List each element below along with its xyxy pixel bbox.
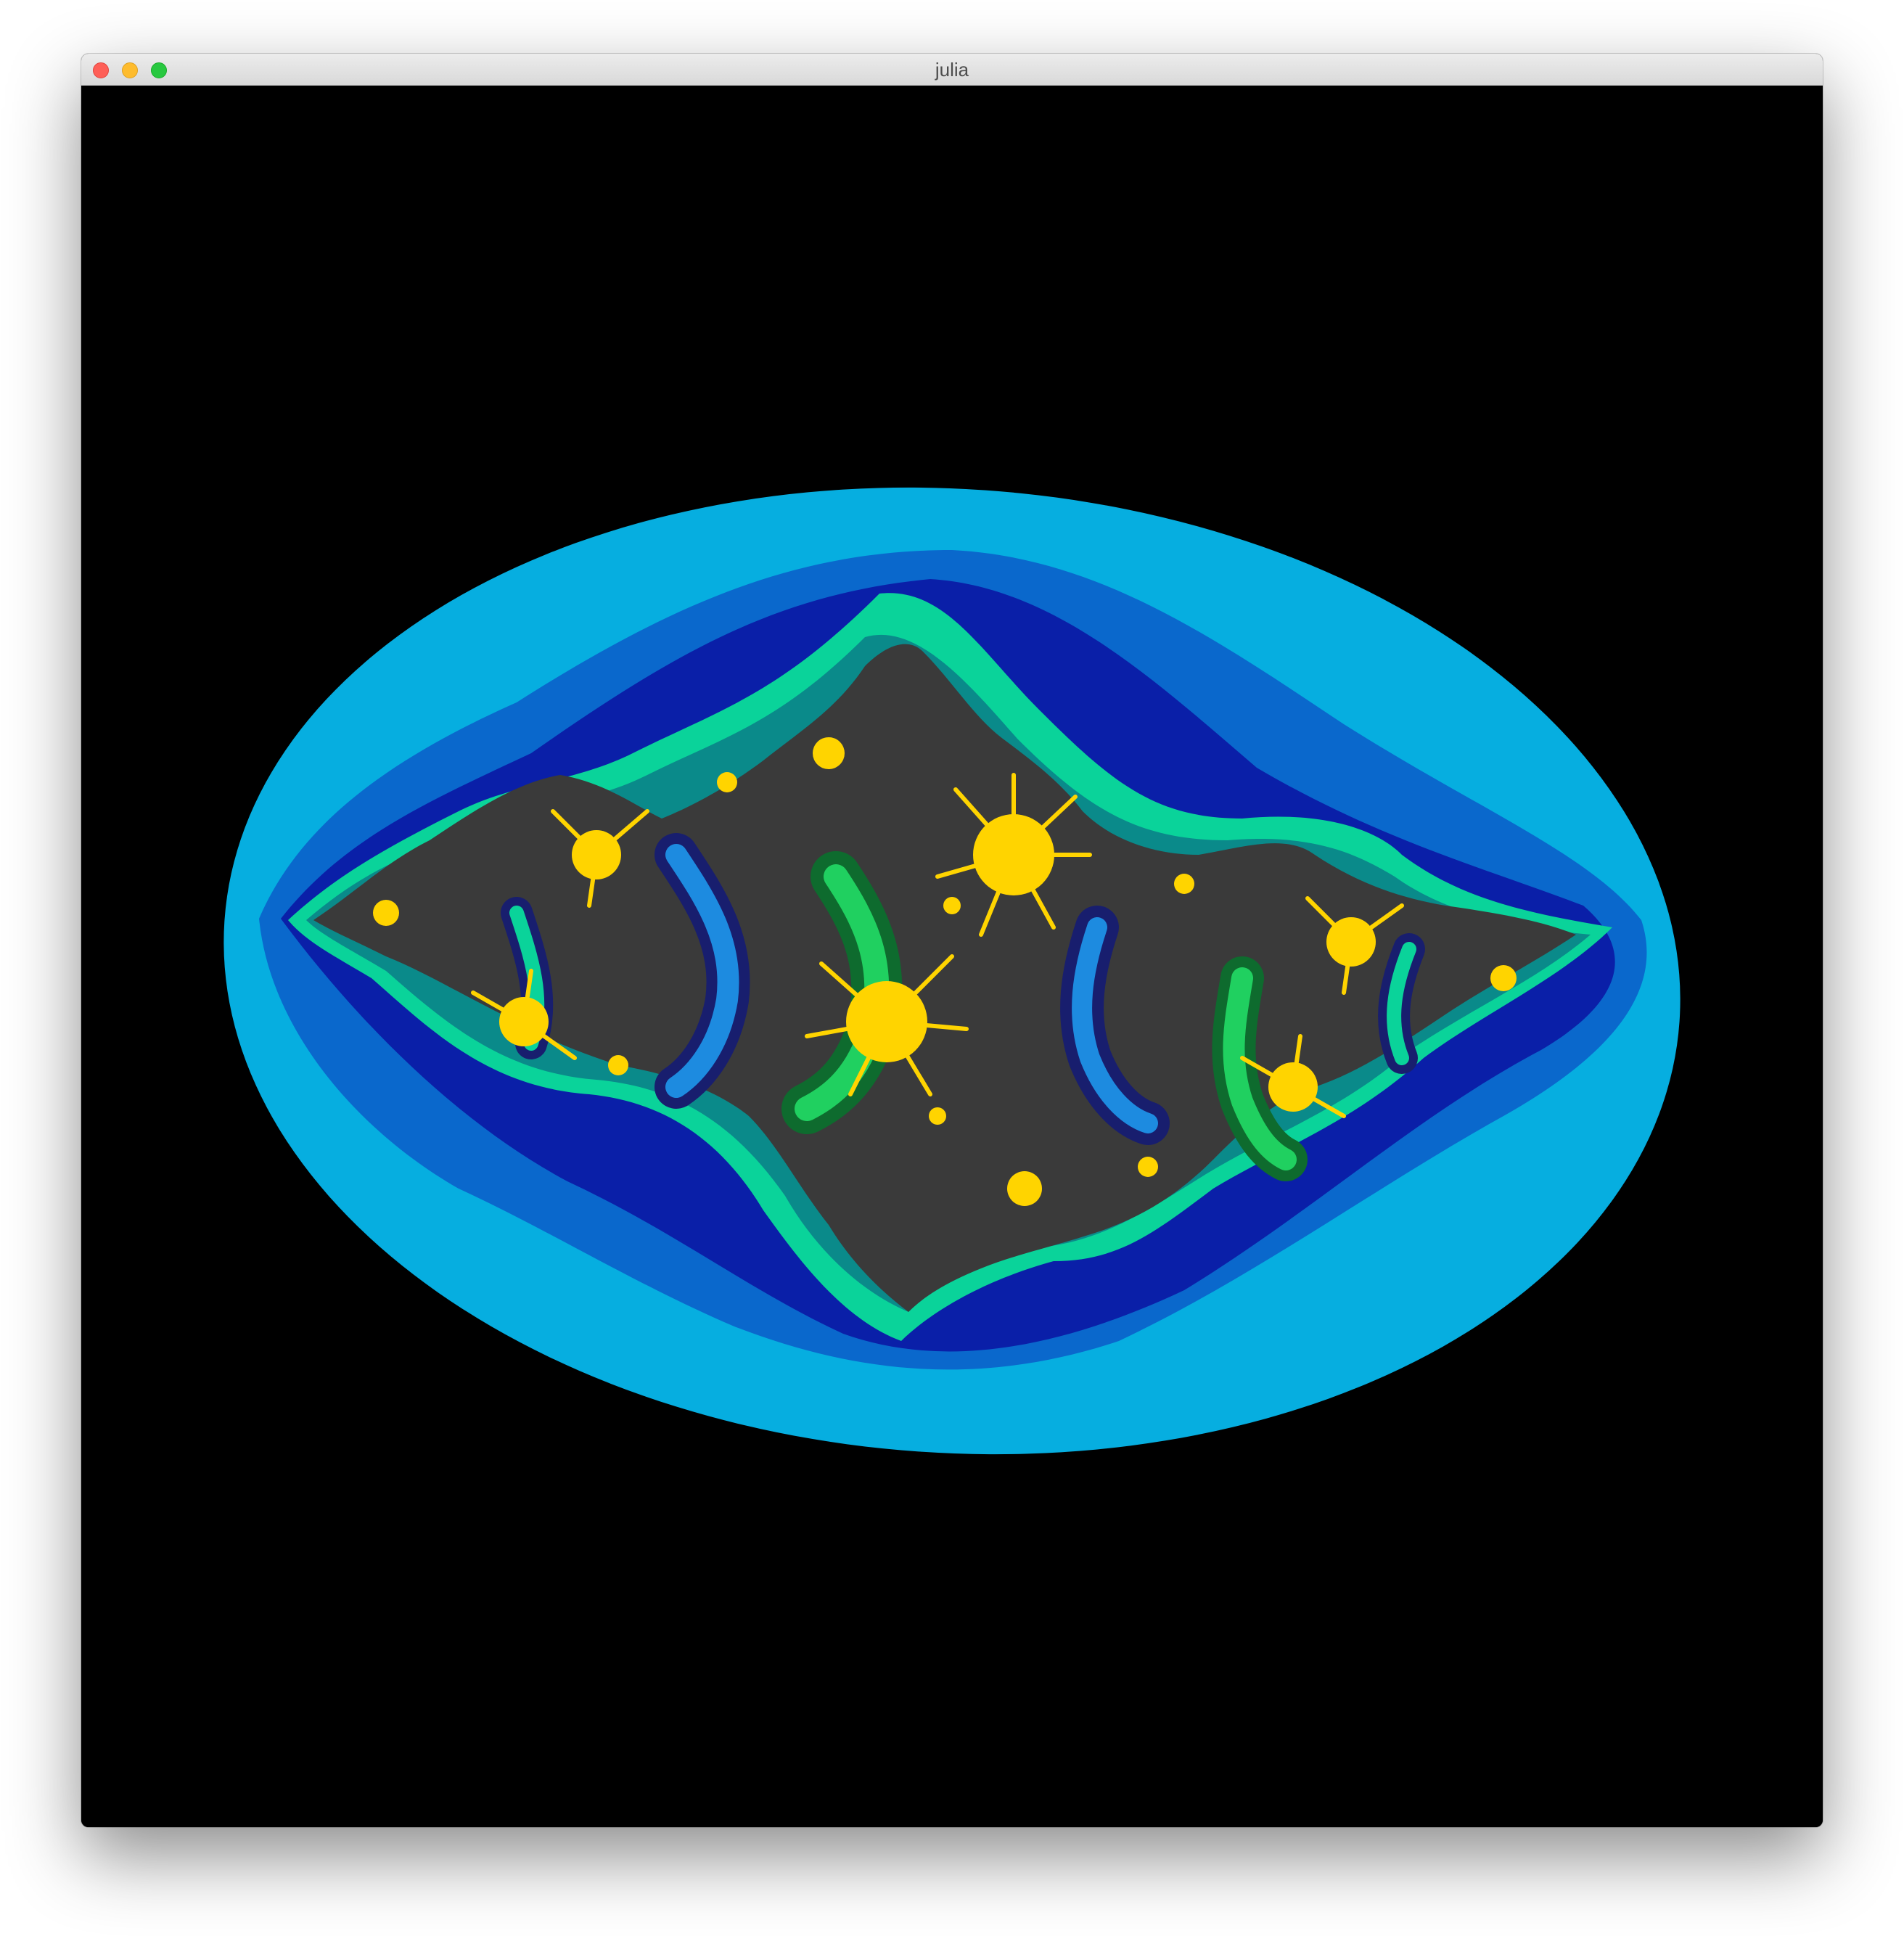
julia-set-image <box>81 86 1823 1827</box>
app-window: julia <box>81 54 1823 1827</box>
zoom-button[interactable] <box>151 62 167 78</box>
minimize-button[interactable] <box>122 62 138 78</box>
gold-spikes <box>471 773 1404 1118</box>
window-title: julia <box>935 59 969 81</box>
fractal-canvas[interactable] <box>81 86 1823 1827</box>
fractal-body <box>313 644 1576 1312</box>
close-button[interactable] <box>93 62 109 78</box>
title-bar[interactable]: julia <box>81 54 1823 86</box>
